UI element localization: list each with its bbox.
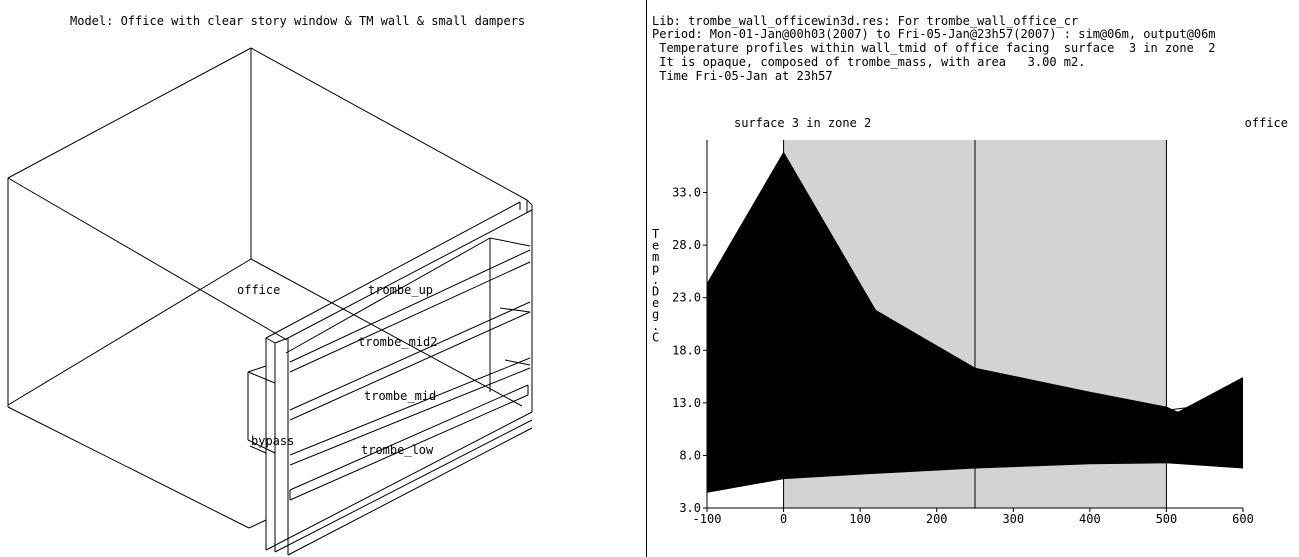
chart-right-label: office xyxy=(1245,116,1288,130)
header-line-lib: Lib: trombe_wall_officewin3d.res: For tr… xyxy=(652,14,1079,28)
x-axis-ticks: -100 0 100 200 300 400 500 600 xyxy=(693,508,1254,526)
panel-divider xyxy=(646,0,647,557)
model-title: Model: Office with clear story window & … xyxy=(70,14,526,28)
y-tick-label: 23.0 xyxy=(672,291,701,305)
header-line-construction: It is opaque, composed of trombe_mass, w… xyxy=(652,55,1086,69)
temperature-profile-chart[interactable]: surface 3 in zone 2 office Temp.Deg.C -1… xyxy=(648,0,1299,557)
zone-label-trombe-mid2: trombe_mid2 xyxy=(358,335,437,349)
results-panel: Lib: trombe_wall_officewin3d.res: For tr… xyxy=(648,0,1299,557)
y-label-char: C xyxy=(652,331,659,345)
header-line-profile: Temperature profiles within wall_tmid of… xyxy=(652,41,1216,55)
zone-label-trombe-mid: trombe_mid xyxy=(364,389,436,403)
y-axis-label: Temp.Deg.C xyxy=(652,227,659,345)
y-label-char: p xyxy=(652,262,659,276)
zone-label-bypass: bypass xyxy=(251,434,294,448)
x-tick-label: 100 xyxy=(849,512,871,526)
y-tick-label: 18.0 xyxy=(672,343,701,357)
y-label-char: T xyxy=(652,227,659,241)
y-tick-label: 28.0 xyxy=(672,238,701,252)
profile-line-0 xyxy=(706,151,1244,413)
zone-label-office: office xyxy=(237,283,280,297)
chart-left-label: surface 3 in zone 2 xyxy=(734,116,871,130)
zone-label-trombe-low: trombe_low xyxy=(361,443,434,457)
y-axis-ticks: 3.0 8.0 13.0 18.0 23.0 28.0 33.0 xyxy=(672,186,707,515)
y-label-char: . xyxy=(652,273,659,287)
x-tick-label: 300 xyxy=(1002,512,1024,526)
chart-axes xyxy=(706,140,1243,509)
zone-label-trombe-up: trombe_up xyxy=(368,283,433,297)
y-label-char: . xyxy=(652,319,659,333)
x-tick-label: 0 xyxy=(780,512,787,526)
y-tick-label: 33.0 xyxy=(672,186,701,200)
y-tick-label: 3.0 xyxy=(679,501,701,515)
x-tick-label: -100 xyxy=(693,512,722,526)
y-label-char: D xyxy=(652,285,659,299)
header-line-time: Time Fri-05-Jan at 23h57 xyxy=(652,69,833,83)
x-tick-label: 400 xyxy=(1079,512,1101,526)
model-panel: Model: Office with clear story window & … xyxy=(0,0,645,557)
model-wireframe[interactable]: office trombe_up trombe_mid2 trombe_mid … xyxy=(0,0,645,557)
y-label-char: g xyxy=(652,308,659,322)
y-tick-label: 13.0 xyxy=(672,396,701,410)
y-label-char: e xyxy=(652,296,659,310)
x-tick-label: 600 xyxy=(1232,512,1254,526)
y-label-char: m xyxy=(652,250,659,264)
y-label-char: e xyxy=(652,239,659,253)
layer-boundaries xyxy=(783,140,1167,508)
header-line-period: Period: Mon-01-Jan@00h03(2007) to Fri-05… xyxy=(652,27,1216,41)
x-tick-label: 500 xyxy=(1156,512,1178,526)
x-tick-label: 200 xyxy=(926,512,948,526)
y-tick-label: 8.0 xyxy=(679,448,701,462)
